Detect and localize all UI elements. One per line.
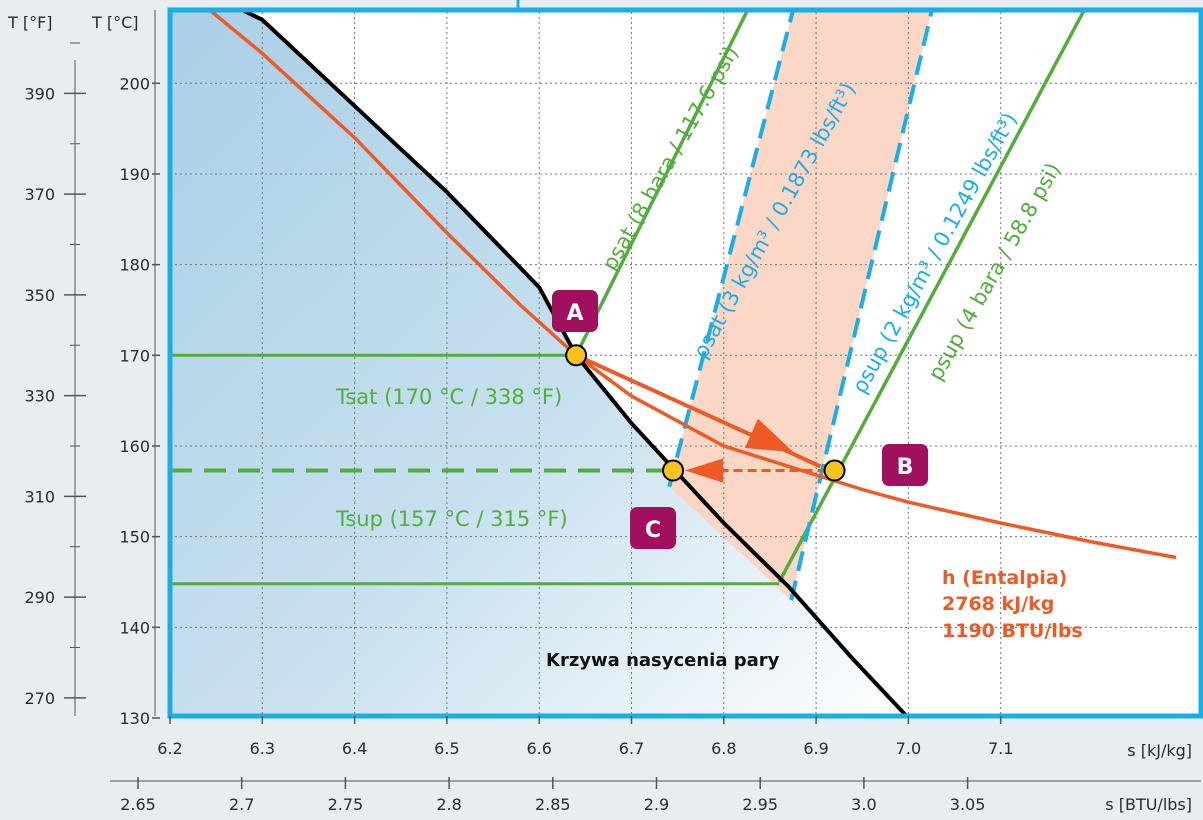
arrow-head-b-to-c bbox=[685, 458, 724, 483]
btu-tick-label: 2.95 bbox=[742, 795, 778, 814]
x-label-primary: s [kJ/kg] bbox=[1127, 741, 1192, 760]
state-point-b bbox=[823, 459, 846, 482]
badge-b bbox=[882, 444, 928, 486]
label-saturation-curve: Krzywa nasycenia pary bbox=[546, 650, 780, 671]
kj-tick-label: 6.3 bbox=[250, 739, 275, 758]
isochore-3kg bbox=[667, 10, 796, 488]
celsius-tick-label: 150 bbox=[119, 528, 150, 547]
btu-tick-label: 2.85 bbox=[535, 795, 571, 814]
fahrenheit-tick-label: 330 bbox=[24, 387, 55, 406]
state-point-a bbox=[565, 344, 588, 367]
isobar-8bar bbox=[574, 10, 750, 357]
x-label-secondary: s [BTU/lbs] bbox=[1105, 795, 1192, 814]
label-tsup: Tsup (157 °C / 315 °F) bbox=[335, 507, 568, 531]
celsius-tick-label: 180 bbox=[119, 256, 150, 275]
celsius-tick-label: 140 bbox=[119, 618, 150, 637]
kj-tick-label: 7.1 bbox=[988, 739, 1013, 758]
y-label-celsius: T [°C] bbox=[91, 13, 139, 32]
arrow-head-a-to-b bbox=[744, 418, 794, 453]
btu-tick-label: 2.8 bbox=[436, 795, 461, 814]
kj-tick-label: 6.6 bbox=[526, 739, 551, 758]
label-enthalpy-2: 2768 kJ/kg bbox=[942, 593, 1054, 615]
axes-layer: T [°F] T [°C] s [kJ/kg] s [BTU/lbs] 130 1… bbox=[7, 10, 1201, 814]
kj-tick-label: 7.0 bbox=[896, 739, 921, 758]
btu-tick-label: 2.65 bbox=[120, 795, 156, 814]
saturation-curve bbox=[237, 10, 910, 716]
kj-tick-label: 6.2 bbox=[157, 739, 182, 758]
celsius-tick-label: 200 bbox=[119, 74, 150, 93]
fahrenheit-tick-label: 310 bbox=[24, 487, 55, 506]
kj-tick-label: 6.8 bbox=[711, 739, 736, 758]
plot-frame bbox=[167, 7, 1203, 719]
enthalpy-curve bbox=[206, 10, 1177, 560]
badge-c bbox=[630, 507, 676, 549]
kj-tick-label: 6.5 bbox=[434, 739, 459, 758]
y-label-fahrenheit: T [°F] bbox=[7, 13, 53, 32]
plot-area bbox=[170, 10, 1201, 716]
kj-tick-label: 6.7 bbox=[619, 739, 644, 758]
state-point-c bbox=[662, 459, 685, 482]
celsius-tick-label: 190 bbox=[119, 165, 150, 184]
btu-tick-label: 2.9 bbox=[644, 795, 669, 814]
wet-steam-region bbox=[170, 10, 907, 716]
kj-tick-label: 6.9 bbox=[803, 739, 828, 758]
btu-tick-label: 2.7 bbox=[229, 795, 254, 814]
celsius-tick-label: 170 bbox=[119, 346, 150, 365]
celsius-tick-label: 160 bbox=[119, 437, 150, 456]
badge-label-a: A bbox=[566, 301, 583, 326]
label-enthalpy-3: 1190 BTU/lbs bbox=[942, 620, 1083, 642]
badge-label-b: B bbox=[897, 455, 914, 480]
fahrenheit-tick-label: 270 bbox=[24, 689, 55, 708]
badge-a bbox=[552, 290, 598, 332]
fahrenheit-tick-label: 290 bbox=[24, 588, 55, 607]
isobar-4bar bbox=[777, 10, 1086, 583]
celsius-tick-label: 130 bbox=[119, 709, 150, 728]
kj-tick-label: 6.4 bbox=[342, 739, 367, 758]
label-tsat: Tsat (170 °C / 338 °F) bbox=[335, 385, 562, 409]
btu-tick-label: 2.75 bbox=[328, 795, 364, 814]
badge-label-c: C bbox=[645, 518, 661, 543]
btu-tick-label: 3.0 bbox=[851, 795, 876, 814]
isochore-2kg bbox=[789, 10, 935, 601]
fahrenheit-tick-label: 390 bbox=[24, 84, 55, 103]
superheat-band bbox=[669, 10, 932, 601]
label-enthalpy-1: h (Entalpia) bbox=[942, 567, 1067, 589]
btu-tick-label: 3.05 bbox=[950, 795, 986, 814]
fahrenheit-tick-label: 350 bbox=[24, 286, 55, 305]
fahrenheit-tick-label: 370 bbox=[24, 185, 55, 204]
